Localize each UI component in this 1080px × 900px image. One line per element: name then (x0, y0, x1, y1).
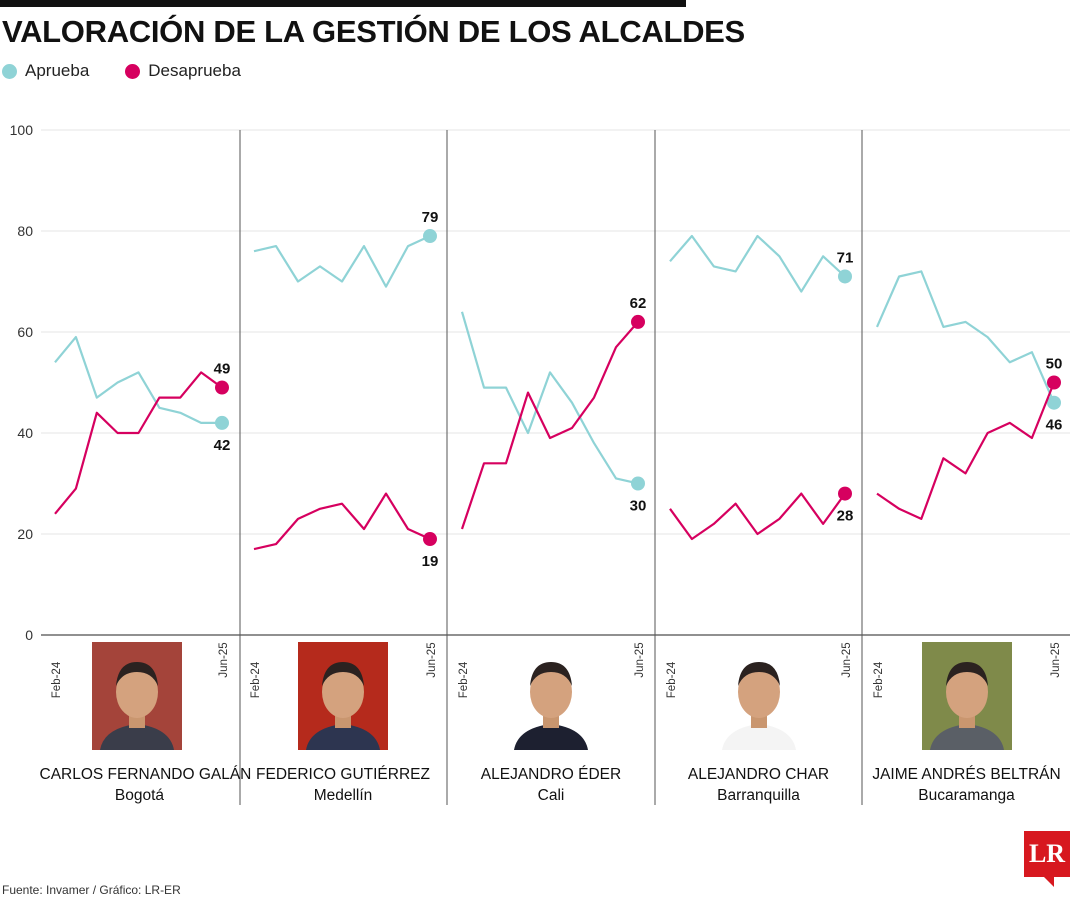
x-tick-label-end: Jun-25 (841, 642, 853, 677)
desaprueba-end-point (631, 314, 645, 329)
y-tick-label: 60 (17, 324, 33, 340)
lr-logo-tail (1044, 877, 1054, 887)
y-tick-label: 100 (10, 122, 34, 138)
mayor-city: Bogotá (114, 787, 165, 804)
aprueba-line (875, 270, 1056, 404)
desaprueba-end-label: 62 (630, 295, 647, 312)
desaprueba-end-point (1047, 375, 1061, 390)
source-note: Fuente: Invamer / Gráfico: LR-ER (2, 883, 181, 897)
aprueba-end-label: 71 (837, 249, 854, 266)
x-tick-label-start: Feb-24 (51, 661, 63, 698)
x-tick-label-start: Feb-24 (666, 661, 678, 698)
chart-title: VALORACIÓN DE LA GESTIÓN DE LOS ALCALDES (2, 14, 745, 49)
desaprueba-line (253, 492, 431, 551)
aprueba-end-point (215, 415, 229, 430)
mayor-city: Bucaramanga (918, 787, 1015, 804)
aprueba-line (669, 234, 846, 293)
mayor-name: ALEJANDRO ÉDER (480, 766, 622, 783)
mayor-photo (921, 642, 1012, 750)
x-tick-label-start: Feb-24 (873, 661, 885, 698)
lr-logo: LR (1024, 831, 1070, 877)
mayor-name: FEDERICO GUTIÉRREZ (256, 766, 430, 783)
x-tick-label-end: Jun-25 (1050, 642, 1062, 677)
mayor-photo (713, 642, 804, 750)
mayor-label: JAIME ANDRÉS BELTRÁN Bucaramanga (867, 764, 1067, 806)
aprueba-end-label: 79 (422, 209, 439, 226)
mayor-label: ALEJANDRO CHAR Barranquilla (659, 764, 859, 806)
mayor-name: JAIME ANDRÉS BELTRÁN (872, 766, 1061, 783)
legend-item-aprueba: Aprueba (2, 61, 89, 81)
aprueba-end-point (838, 269, 852, 284)
mayor-label: ALEJANDRO ÉDER Cali (451, 764, 651, 806)
legend-swatch-desaprueba (125, 63, 141, 79)
y-tick-label: 20 (17, 526, 33, 542)
mayor-photo (506, 642, 596, 750)
y-tick-label: 80 (17, 223, 33, 239)
aprueba-end-label: 46 (1046, 417, 1063, 434)
desaprueba-end-point (215, 380, 229, 395)
aprueba-line (460, 311, 639, 485)
desaprueba-end-point (838, 486, 852, 501)
aprueba-end-point (631, 476, 645, 491)
x-tick-label-end: Jun-25 (218, 642, 230, 677)
mayor-photo (91, 642, 182, 750)
x-tick-label-start: Feb-24 (458, 661, 470, 698)
legend-label-aprueba: Aprueba (25, 61, 90, 80)
top-rule (0, 0, 686, 7)
mayor-name: CARLOS FERNANDO GALÁN (39, 766, 252, 783)
desaprueba-end-point (423, 532, 437, 547)
legend: Aprueba Desaprueba (2, 61, 277, 81)
aprueba-end-point (1047, 395, 1061, 410)
aprueba-end-label: 42 (214, 437, 231, 454)
aprueba-line (54, 336, 222, 424)
x-tick-label-end: Jun-25 (426, 642, 438, 677)
desaprueba-line (460, 321, 639, 530)
x-tick-label-end: Jun-25 (634, 642, 646, 677)
legend-item-desaprueba: Desaprueba (125, 61, 241, 81)
mayor-photo (298, 642, 388, 750)
mayor-name: ALEJANDRO CHAR (687, 766, 830, 783)
desaprueba-end-label: 28 (837, 508, 854, 525)
legend-label-desaprueba: Desaprueba (148, 61, 241, 80)
aprueba-end-point (423, 229, 437, 244)
y-tick-label: 0 (25, 627, 33, 643)
mayor-label: FEDERICO GUTIÉRREZ Medellín (243, 764, 443, 806)
aprueba-end-label: 30 (630, 498, 647, 515)
x-tick-label-start: Feb-24 (250, 661, 262, 698)
y-tick-label: 40 (17, 425, 33, 441)
mayor-city: Medellín (313, 787, 373, 804)
mayor-city: Barranquilla (717, 787, 800, 804)
desaprueba-line (876, 382, 1056, 521)
desaprueba-line (54, 371, 223, 515)
legend-swatch-aprueba (2, 63, 17, 79)
desaprueba-end-label: 19 (422, 553, 439, 570)
aprueba-line (253, 235, 431, 288)
desaprueba-end-label: 50 (1046, 356, 1063, 373)
mayor-city: Cali (537, 787, 565, 804)
mayor-label: CARLOS FERNANDO GALÁN Bogotá (39, 764, 252, 806)
desaprueba-line (669, 492, 846, 541)
desaprueba-end-label: 49 (214, 361, 231, 378)
